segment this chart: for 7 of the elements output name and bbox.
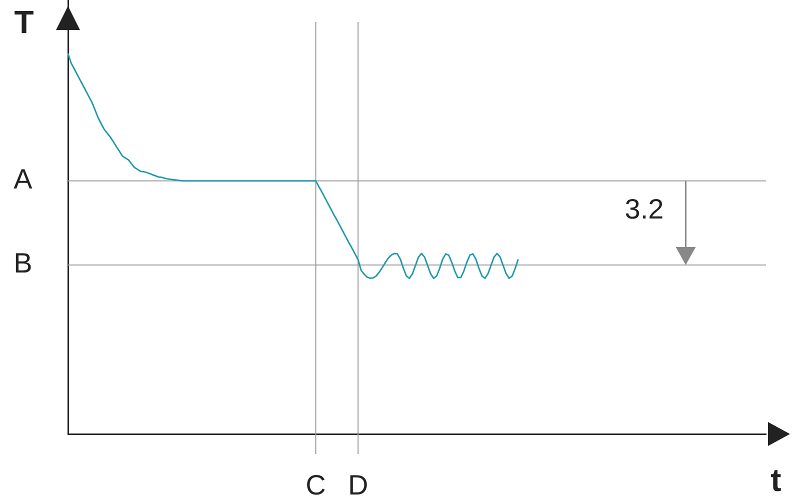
ref-line-label: A <box>14 164 33 195</box>
x-axis-title: t <box>770 462 782 498</box>
ref-line-label: B <box>14 248 32 279</box>
x-tick-label: C <box>306 470 326 501</box>
annotation: 3.2 <box>624 194 664 225</box>
x-tick-label: D <box>348 470 368 501</box>
y-axis-title: T <box>14 4 34 40</box>
